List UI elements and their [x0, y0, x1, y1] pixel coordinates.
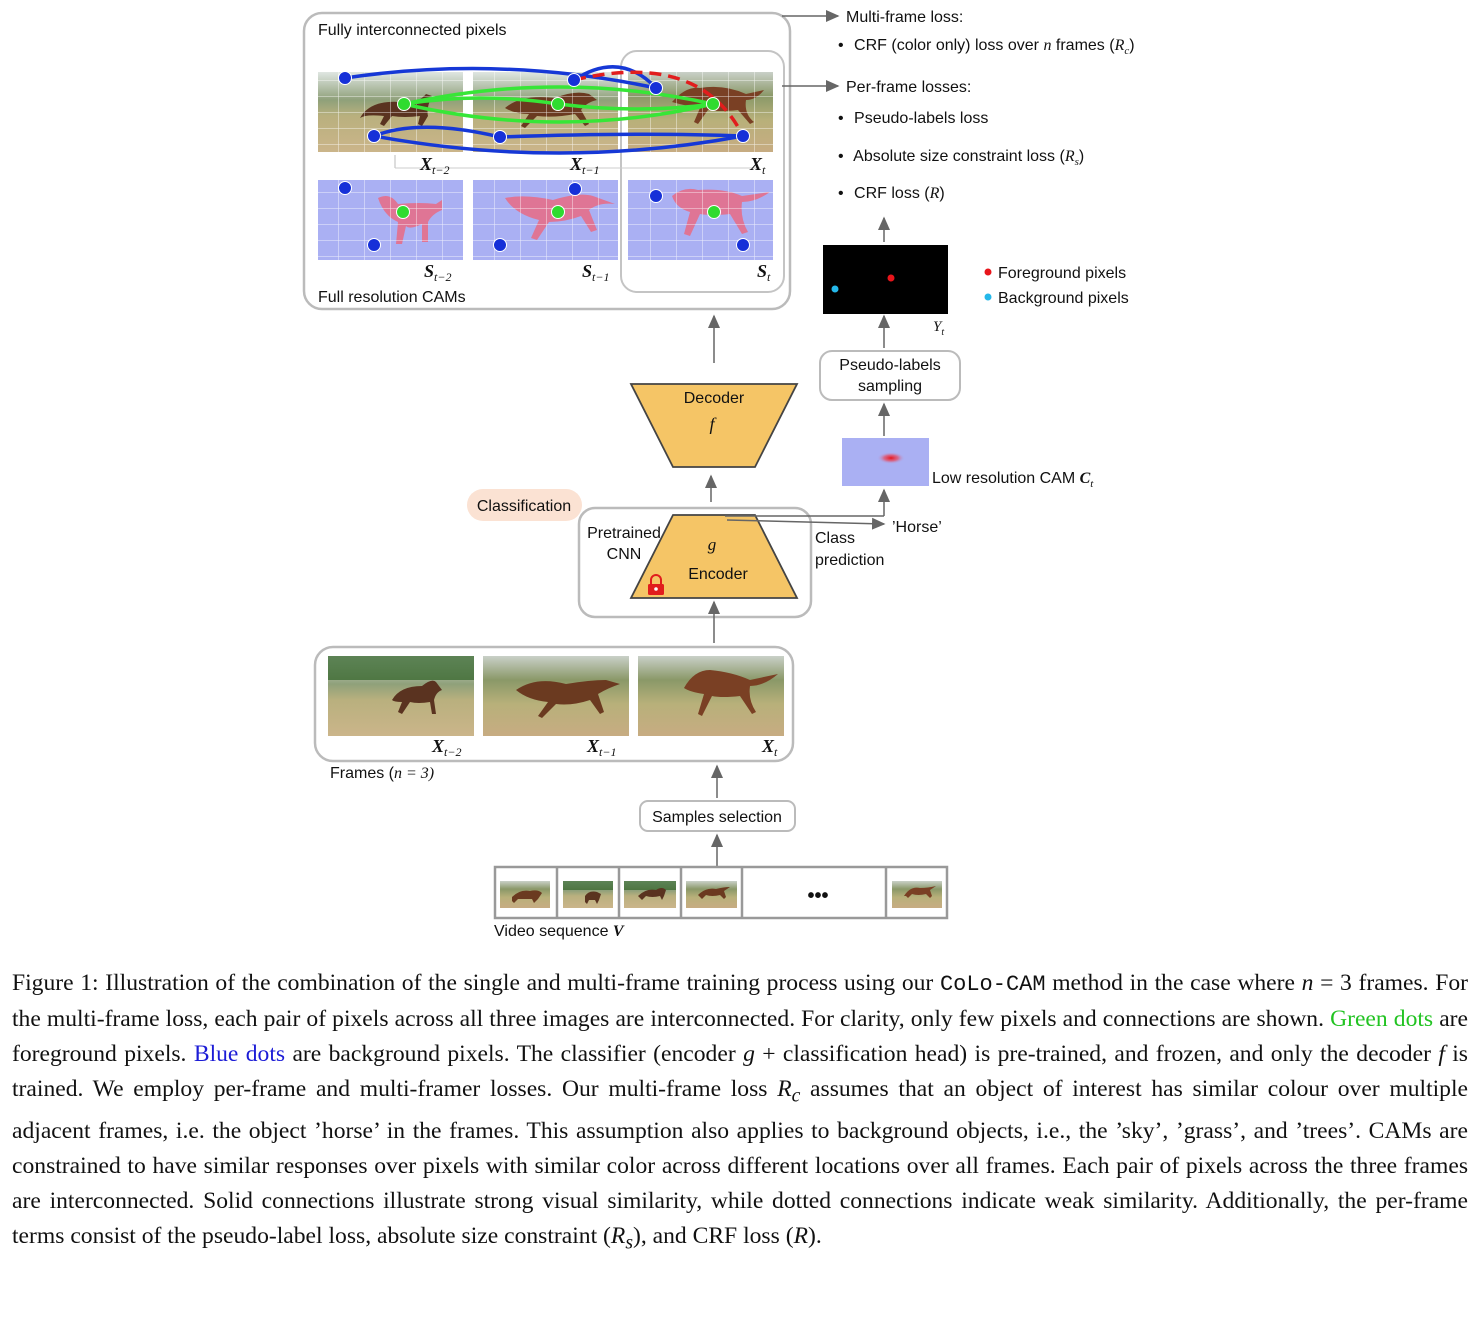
interconnected-box [302, 11, 792, 311]
pretrained-box [577, 506, 813, 619]
video-thumb [624, 881, 676, 908]
classification-pill [467, 489, 582, 521]
blue-dot [493, 238, 507, 252]
horse-label: ’Horse’ [892, 519, 942, 536]
per-frame-item-2: • Absolute size constraint loss (Rs) [838, 148, 1084, 168]
decoder-title: Decoder [684, 390, 745, 407]
per-frame-item-3: • CRF loss (R) [838, 185, 945, 202]
frame-label-t-1: Xt−1 [569, 154, 599, 177]
multi-frame-title: Multi-frame loss: [846, 9, 963, 26]
ellipsis: ••• [807, 885, 828, 907]
green-dot [397, 97, 411, 111]
blue-dot [367, 238, 381, 252]
samples-selection-box [639, 800, 796, 832]
pseudo-sampling-line2: sampling [858, 378, 922, 395]
low-res-cam-spot [877, 452, 905, 464]
encoder-block [629, 514, 799, 599]
pseudo-sampling-box [819, 350, 961, 401]
frame-photo-2 [483, 656, 629, 736]
current-frame-box [620, 50, 785, 293]
video-thumb [563, 881, 613, 908]
frames-label: Frames (n = 3) [330, 765, 434, 782]
figure-caption: Figure 1: Illustration of the combinatio… [12, 970, 1469, 1254]
encoder-title: Encoder [688, 566, 748, 583]
lock-icon [648, 574, 664, 595]
blue-dot [736, 129, 750, 143]
green-dot [396, 205, 410, 219]
pixel-connections [344, 65, 745, 155]
video-thumb [892, 881, 942, 908]
legend-bg-dot [984, 293, 992, 301]
legend-fg-label: Foreground pixels [998, 265, 1126, 282]
cam-map-3 [628, 180, 773, 260]
green-dots-text: Green dots [1330, 1006, 1434, 1032]
green-dot [707, 205, 721, 219]
frame-caption-t-2: Xt−2 [431, 736, 461, 759]
pseudo-fg-pixel [887, 274, 895, 282]
cams-title: Full resolution CAMs [318, 289, 466, 306]
frames-box [313, 645, 795, 763]
frame-caption-t-1: Xt−1 [586, 736, 616, 759]
blue-dots-text: Blue dots [193, 1041, 286, 1067]
classification-label: Classification [477, 498, 571, 515]
decoder-symbol: f [709, 414, 717, 434]
decoder-block [629, 383, 799, 468]
cam-label-t-2: St−2 [424, 261, 451, 284]
cam-label-t-1: St−1 [582, 261, 609, 284]
legend-fg-dot [984, 268, 992, 276]
samples-selection-label: Samples selection [652, 809, 782, 826]
y-label: Yt [933, 319, 944, 338]
legend-bg-label: Background pixels [998, 290, 1129, 307]
method-name: CoLo-CAM [939, 972, 1046, 997]
encoder-symbol: g [708, 535, 717, 554]
frame-photo-1 [328, 656, 474, 736]
blue-dot [338, 71, 352, 85]
per-frame-title: Per-frame losses: [846, 79, 971, 96]
class-prediction-line2: prediction [815, 552, 884, 569]
per-frame-item-1: • Pseudo-labels loss [838, 110, 988, 127]
cam-label-t: St [757, 261, 771, 284]
arrow-to-horse [726, 517, 886, 530]
blue-dot [567, 73, 581, 87]
blue-dot [493, 130, 507, 144]
pseudo-sampling-line1: Pseudo-labels [839, 357, 940, 374]
green-dot [706, 97, 720, 111]
low-res-cam-label: Low resolution CAM Ct [932, 470, 1094, 490]
video-sequence-label: Video sequence V [494, 923, 625, 940]
frame-photo-3 [638, 656, 784, 736]
frame-label-t: Xt [749, 154, 766, 177]
blue-dot [367, 129, 381, 143]
green-dot [551, 205, 565, 219]
blue-dot [649, 81, 663, 95]
green-dot [551, 97, 565, 111]
pretrained-line1: Pretrained [587, 525, 661, 542]
pseudo-bg-pixel [831, 285, 839, 293]
blue-dot [338, 181, 352, 195]
blue-dot [736, 238, 750, 252]
video-thumb [686, 881, 737, 908]
frame-caption-t: Xt [761, 736, 778, 759]
video-thumb [500, 881, 550, 908]
interconnected-title: Fully interconnected pixels [318, 22, 507, 39]
blue-dot [649, 189, 663, 203]
multi-frame-item: • CRF (color only) loss over n frames (R… [838, 37, 1135, 57]
blue-dot [568, 182, 582, 196]
frame-label-t-2: Xt−2 [419, 154, 449, 177]
pretrained-line2: CNN [607, 546, 642, 563]
class-prediction-line1: Class [815, 530, 855, 547]
method-diagram: Fully interconnected pixels Full resolut… [302, 9, 1135, 940]
pseudo-label-map [823, 245, 948, 314]
